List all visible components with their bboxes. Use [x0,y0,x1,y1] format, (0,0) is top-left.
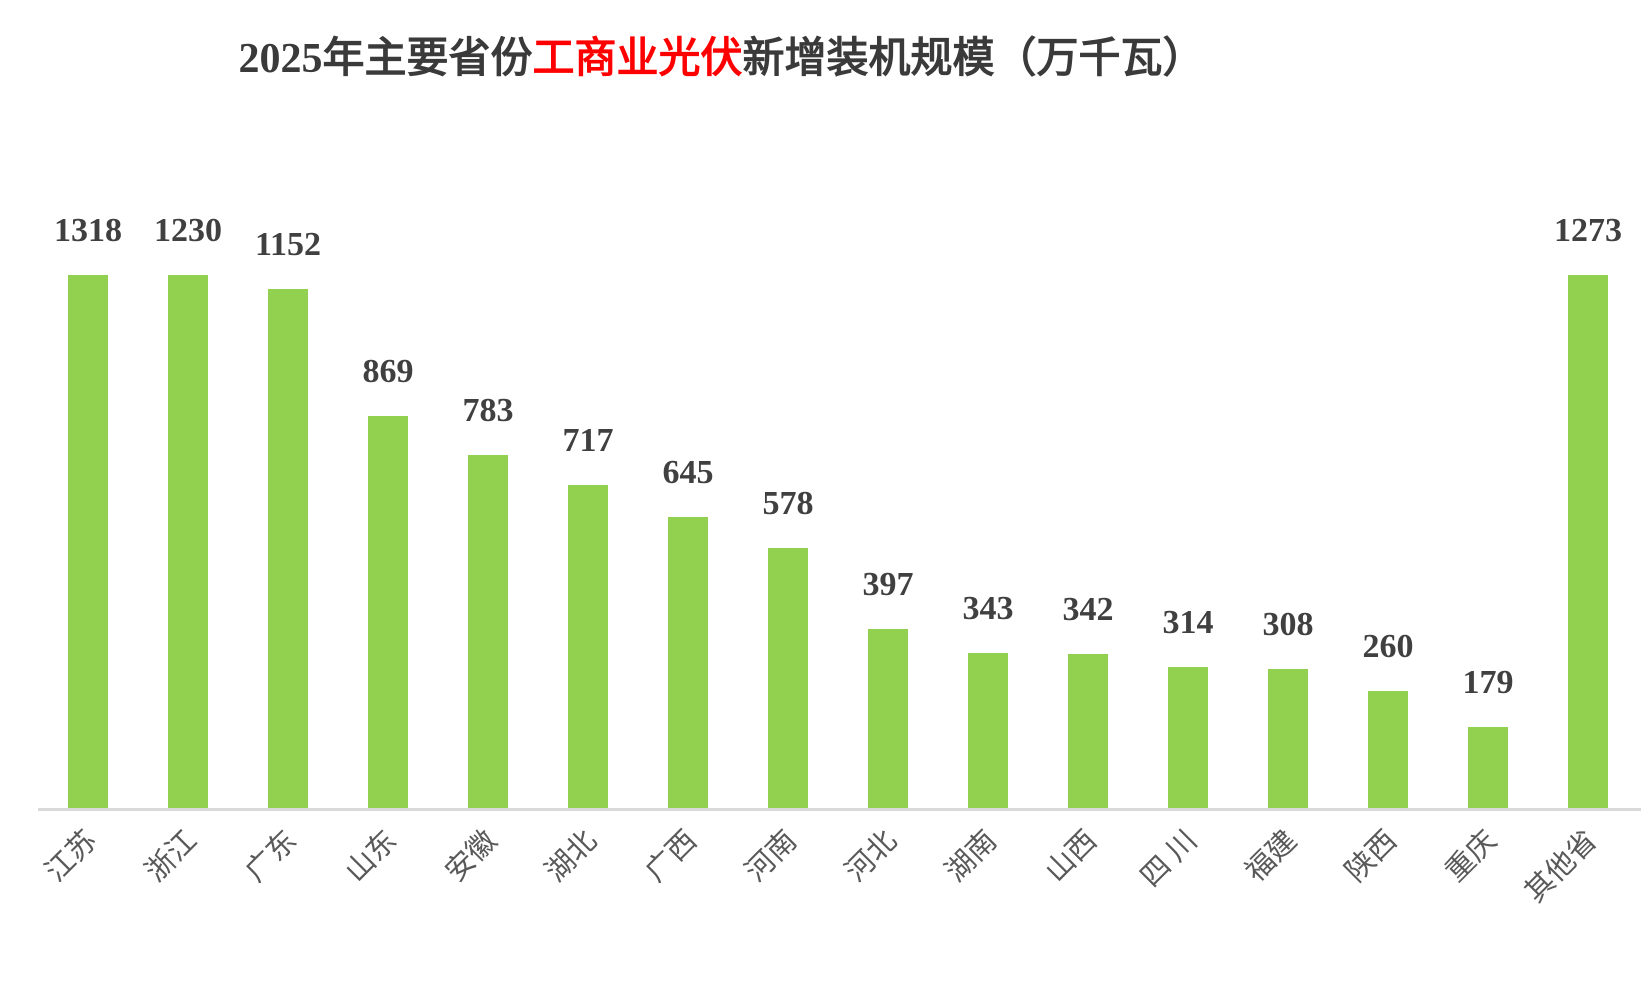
bar [1468,727,1508,808]
x-axis-line [38,808,1641,811]
bar-value-label: 343 [962,590,1014,628]
bar-column: 179 重庆 [1438,214,1538,888]
bar-value-label: 260 [1362,627,1414,665]
bar [668,517,708,808]
bar-column: 1273 其他省 [1519,212,1638,909]
bar [468,455,508,808]
bar-column: 308 福建 [1238,214,1338,889]
x-axis-label: 安徽 [439,824,504,889]
x-axis-label: 山东 [339,824,404,889]
x-axis-label: 四 川 [1134,824,1204,894]
plot-area: 1318 江苏 1230 浙江 1152 广东 869 山东 783 安徽 717 湖北 645 广西 57… [38,212,1638,909]
bar-column: 343 湖南 [938,214,1038,888]
x-axis-label: 广东 [239,824,304,889]
bar [68,275,108,808]
bar-column: 1230 浙江 [138,212,238,889]
x-axis-label: 福建 [1239,824,1304,889]
bar [168,275,208,808]
bar-value-label: 342 [1062,590,1114,628]
bar-value-label: 645 [662,454,714,492]
bar [1368,690,1408,808]
x-axis-label: 浙江 [139,824,204,889]
bar-column: 717 湖北 [538,214,638,888]
bar-value-label: 1152 [254,225,322,263]
bar-value-label: 397 [862,566,914,604]
x-axis-label: 广西 [639,824,704,889]
x-axis-label: 其他省 [1519,824,1604,909]
bar-column: 260 陕西 [1338,214,1438,888]
bar [768,547,808,808]
x-axis-label: 湖北 [539,824,604,889]
bar-column: 342 山西 [1038,214,1138,888]
chart-title-prefix: 2025年主要省份 [238,36,533,82]
bar-value-label: 717 [562,421,614,459]
bar-column: 578 河南 [738,214,838,888]
bar [1068,653,1108,808]
bar-column: 397 河北 [838,214,938,889]
bar [368,416,408,808]
bar-value-label: 1230 [154,212,222,249]
bar-value-label: 869 [362,353,414,391]
bar [568,484,608,808]
bar-value-label: 179 [1462,664,1514,702]
x-axis-label: 河南 [739,824,804,889]
x-axis-label: 江苏 [39,824,104,889]
chart-title: 2025年主要省份工商业光伏新增装机规模（万千瓦） [0,34,1443,84]
x-axis-label: 河北 [839,824,904,889]
bar-value-label: 783 [462,392,514,430]
bar [1168,666,1208,808]
x-axis-label: 重庆 [1439,824,1504,889]
x-axis-label: 湖南 [939,824,1004,889]
x-axis-label: 山西 [1039,824,1104,889]
x-axis-label: 陕西 [1339,824,1404,889]
bar-value-label: 1273 [1554,212,1622,249]
bar-column: 869 山东 [338,214,438,888]
bar [1568,275,1608,808]
bar-value-label: 314 [1162,603,1214,641]
bar [1268,669,1308,808]
bar-column: 314 四 川 [1134,214,1238,893]
bar [268,288,308,808]
bar-value-label: 578 [762,484,814,522]
bar [868,629,908,808]
bar-column: 1152 广东 [238,214,338,888]
bar-column: 645 广西 [638,214,738,888]
bar-value-label: 308 [1262,606,1314,644]
bar-value-label: 1318 [54,212,122,249]
bar [968,653,1008,808]
bar-column: 1318 江苏 [38,212,138,889]
bar-column: 783 安徽 [438,214,538,889]
chart-title-suffix: 新增装机规模（万千瓦） [742,36,1205,82]
chart-title-highlight: 工商业光伏 [532,36,743,82]
